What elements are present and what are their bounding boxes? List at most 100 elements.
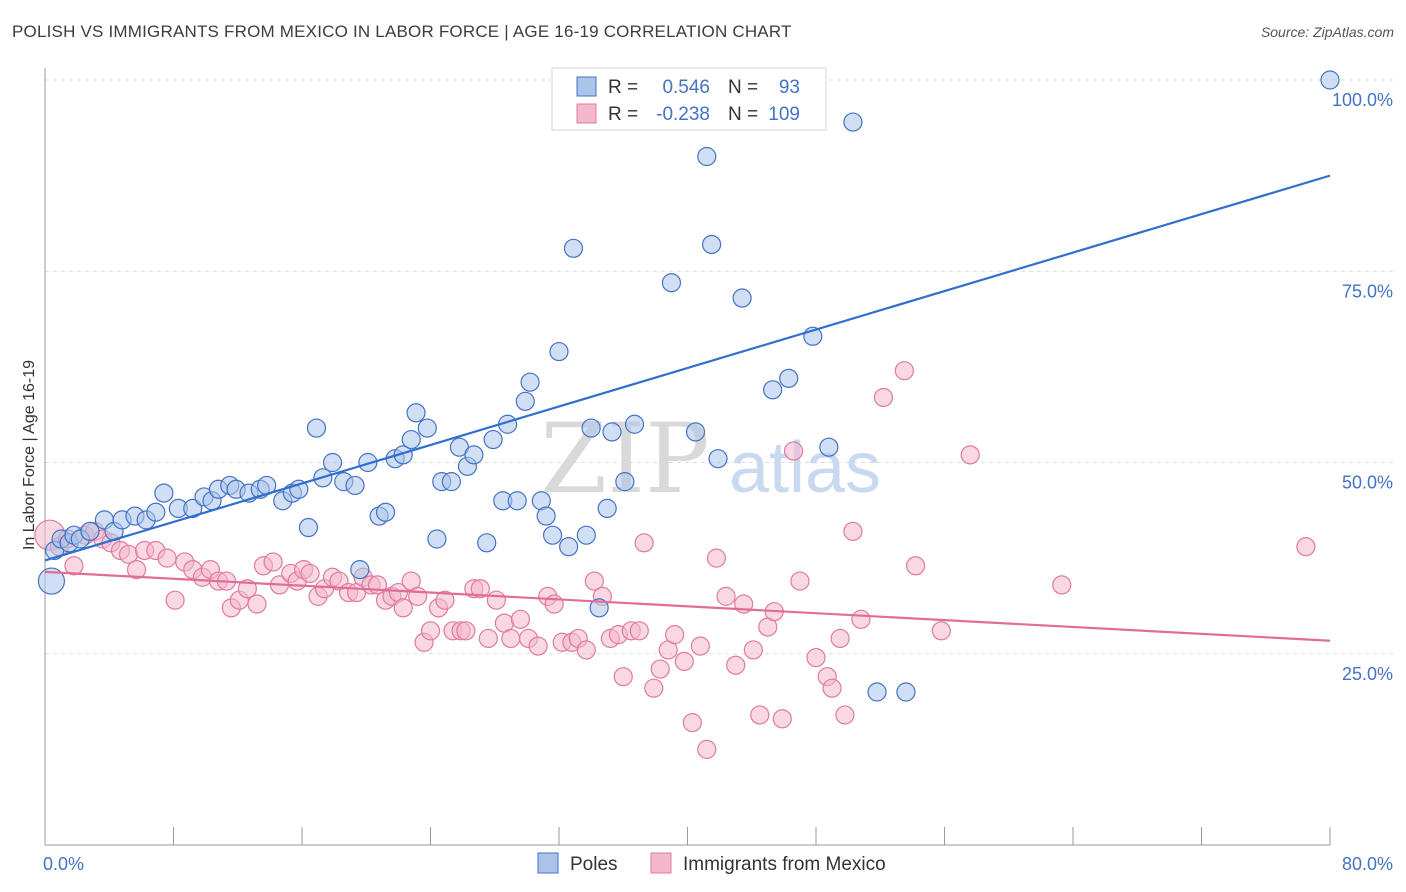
data-point — [772, 709, 792, 729]
data-point — [322, 452, 343, 473]
data-point — [507, 491, 527, 511]
data-point — [126, 559, 147, 580]
data-point — [843, 521, 863, 541]
legend-n-label: N = — [728, 77, 758, 98]
data-point — [237, 579, 257, 599]
data-point — [1052, 575, 1072, 595]
legend-r-label: R = — [608, 77, 638, 98]
data-point — [350, 559, 370, 580]
data-point — [1320, 70, 1340, 90]
data-point — [701, 234, 722, 255]
data-point — [306, 418, 327, 438]
chart-title: POLISH VS IMMIGRANTS FROM MEXICO IN LABO… — [12, 22, 792, 41]
x-tick-label: 80.0% — [1342, 854, 1393, 874]
data-point — [830, 628, 850, 649]
axes — [44, 68, 1331, 846]
bottom-legend-poles: Poles — [570, 854, 618, 875]
data-point — [427, 529, 447, 549]
data-point — [584, 571, 604, 591]
data-point — [931, 621, 951, 641]
data-point — [420, 621, 441, 641]
trendline-mexico — [44, 570, 1331, 642]
data-point — [843, 112, 863, 132]
data-point — [501, 628, 521, 649]
y-tick-label: 100.0% — [1332, 90, 1393, 110]
gridlines — [45, 79, 1395, 655]
data-point — [183, 498, 203, 518]
data-point — [300, 563, 320, 584]
data-point — [716, 586, 736, 606]
data-point — [905, 556, 926, 576]
data-point — [589, 598, 609, 618]
data-point — [515, 391, 535, 411]
y-tick-label: 75.0% — [1342, 281, 1393, 301]
data-point — [520, 372, 540, 392]
data-point — [563, 238, 584, 258]
data-point — [358, 452, 378, 473]
data-point — [624, 414, 645, 434]
data-point — [456, 621, 476, 641]
data-point — [80, 521, 100, 541]
data-point — [417, 418, 437, 438]
bottom-legend-swatch-poles — [537, 852, 559, 874]
data-point — [64, 556, 84, 576]
data-point — [661, 273, 682, 293]
trendline-poles — [44, 174, 1331, 562]
data-point — [896, 682, 916, 702]
data-point — [247, 594, 267, 614]
data-point — [706, 548, 727, 568]
stats-legend: R = 0.546 N = 93 R = -0.238 N = 109 — [551, 67, 827, 131]
data-point — [602, 422, 622, 442]
legend-swatch-mexico — [576, 103, 597, 124]
data-point — [549, 341, 569, 362]
y-tick-label: 25.0% — [1342, 664, 1393, 684]
data-point — [783, 441, 804, 461]
data-point — [779, 368, 799, 388]
data-point — [406, 403, 426, 423]
data-point — [822, 678, 842, 698]
trendlines — [44, 174, 1331, 642]
bottom-legend-mexico: Immigrants from Mexico — [683, 854, 886, 875]
data-point — [263, 552, 283, 572]
legend-n-label: N = — [728, 104, 758, 125]
data-point — [690, 636, 710, 656]
data-point — [581, 418, 601, 438]
data-point — [486, 590, 506, 610]
data-point — [634, 533, 654, 553]
data-point — [763, 380, 783, 400]
data-point — [726, 655, 746, 675]
data-point — [470, 579, 490, 599]
data-point — [819, 437, 839, 457]
data-point — [851, 609, 871, 629]
data-point — [867, 682, 887, 702]
legend-r-value-poles: 0.546 — [662, 77, 710, 98]
data-point — [806, 647, 826, 668]
bottom-legend-swatch-mexico — [650, 852, 672, 874]
data-point — [478, 628, 498, 649]
data-point — [674, 651, 694, 672]
x-tick-label: 0.0% — [43, 854, 84, 874]
legend-n-value-poles: 93 — [779, 77, 800, 98]
source-credit: Source: ZipAtlas.com — [1260, 24, 1394, 40]
data-point — [435, 590, 455, 610]
data-point — [483, 429, 503, 450]
data-point — [37, 567, 66, 595]
data-point — [732, 288, 752, 308]
data-point — [576, 640, 596, 660]
data-point — [510, 609, 531, 629]
data-point — [576, 525, 596, 545]
data-point — [665, 625, 685, 645]
legend-r-value-mexico: -0.238 — [656, 104, 710, 125]
data-point — [894, 361, 914, 381]
data-point — [708, 449, 728, 469]
data-point — [477, 533, 497, 553]
data-point — [743, 640, 763, 660]
data-point — [441, 472, 461, 492]
data-point — [393, 598, 413, 618]
data-point — [536, 506, 556, 526]
data-point — [685, 422, 706, 442]
data-point — [697, 739, 717, 759]
x-tick-labels: 0.0% 80.0% — [43, 854, 1393, 874]
bottom-legend: Poles Immigrants from Mexico — [537, 852, 886, 875]
